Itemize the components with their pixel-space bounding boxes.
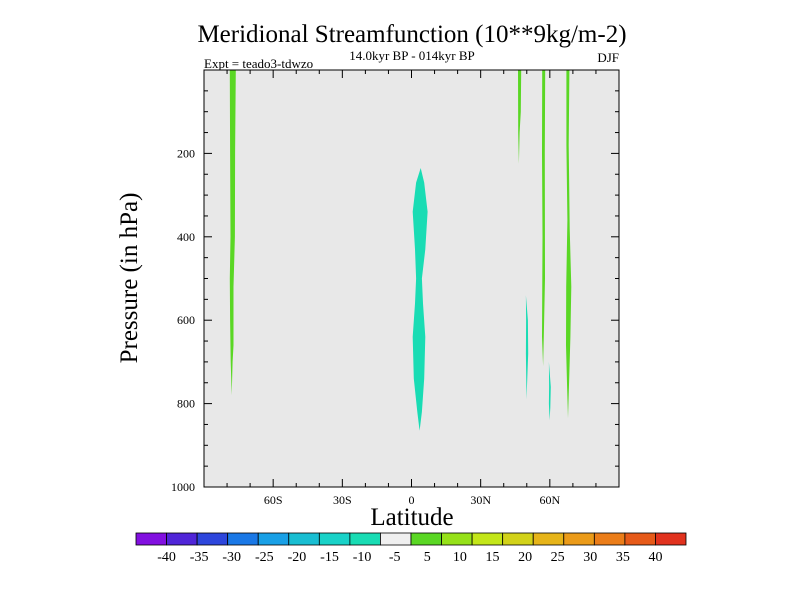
colorbar-label: -15 <box>320 550 339 565</box>
colorbar-swatch <box>166 532 198 546</box>
colorbar-label: -10 <box>353 550 372 565</box>
region-positive-band-north-1 <box>518 70 522 164</box>
plot-area <box>204 70 619 487</box>
colorbar-label: 30 <box>583 550 597 565</box>
axis-ticks <box>203 69 620 488</box>
colorbar-swatch <box>624 532 656 546</box>
y-tick-labels: 200 400 600 800 1000 <box>171 146 195 494</box>
region-negative-sliver-1 <box>525 295 529 400</box>
y-tick-label: 600 <box>177 313 195 327</box>
y-tick-label: 400 <box>177 230 195 244</box>
x-tick-label: 30S <box>333 493 352 507</box>
colorbar-swatch <box>380 532 412 546</box>
colorbar-swatch <box>563 532 595 546</box>
chart-title: Meridional Streamfunction (10**9kg/m-2) <box>197 21 626 48</box>
colorbar-swatch <box>257 532 290 546</box>
colorbar-swatch <box>318 532 351 546</box>
colorbar-swatch <box>471 532 504 546</box>
colorbar-label: -35 <box>190 550 209 565</box>
x-tick-label: 0 <box>409 493 415 507</box>
y-tick-label: 800 <box>177 397 195 411</box>
colorbar-label: -25 <box>255 550 274 565</box>
colorbar-swatch <box>593 532 626 546</box>
colorbar-label: 35 <box>616 550 630 565</box>
y-tick-label: 200 <box>177 146 195 160</box>
x-tick-label: 60S <box>264 493 283 507</box>
colorbar-label: 25 <box>551 550 565 565</box>
region-positive-band-north-3 <box>566 70 572 419</box>
region-negative-cell-equator <box>412 168 428 431</box>
colorbar-swatch <box>349 532 381 546</box>
colorbar-swatch <box>532 532 565 546</box>
colorbar-label: 20 <box>518 550 532 565</box>
experiment-label: Expt = teado3-tdwzo <box>204 56 313 71</box>
chart-subtitle: 14.0kyr BP - 014kyr BP <box>349 48 475 63</box>
colorbar-swatch <box>196 532 229 546</box>
y-tick-label: 1000 <box>171 480 195 494</box>
y-axis-label: Pressure (in hPa) <box>116 193 143 364</box>
x-tick-labels: 60S 30S 0 30N 60N <box>264 493 561 507</box>
colorbar-label: 15 <box>485 550 499 565</box>
colorbar-swatch <box>655 532 687 546</box>
colorbar-label: 10 <box>453 550 467 565</box>
colorbar-label: -5 <box>389 550 401 565</box>
colorbar-swatch <box>410 532 442 546</box>
colorbar-swatch <box>288 532 320 546</box>
colorbar-label: -20 <box>288 550 307 565</box>
x-axis-label: Latitude <box>370 504 453 531</box>
colorbar-swatch <box>441 532 473 546</box>
colorbar-swatch <box>227 532 259 546</box>
colorbar-label: 5 <box>424 550 431 565</box>
colorbar-label: 40 <box>648 550 662 565</box>
colorbar-labels: -40 -35 -30 -25 -20 -15 -10 -5 5 10 15 20 25 30 35 40 <box>157 550 662 565</box>
colorbar-label: -40 <box>157 550 176 565</box>
colorbar-swatch <box>502 532 534 546</box>
colorbar-label: -30 <box>222 550 241 565</box>
region-negative-sliver-2 <box>548 361 551 421</box>
region-positive-band-north-2 <box>542 70 546 367</box>
contour-regions <box>229 70 572 431</box>
region-positive-band-south <box>229 70 236 396</box>
colorbar <box>135 532 687 546</box>
x-tick-label: 60N <box>539 493 560 507</box>
season-label: DJF <box>597 50 619 65</box>
x-tick-label: 30N <box>470 493 491 507</box>
colorbar-swatch <box>135 532 167 546</box>
